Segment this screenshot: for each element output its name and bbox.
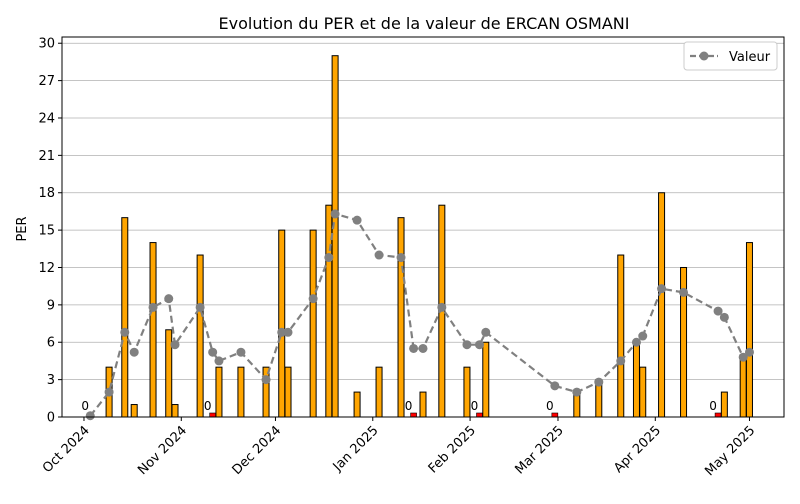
series-point <box>374 250 384 260</box>
series-point <box>170 340 180 350</box>
bar <box>196 254 204 418</box>
series-point <box>481 327 491 337</box>
legend-box <box>683 41 778 71</box>
bar <box>745 242 753 418</box>
series-point <box>738 352 748 362</box>
y-tick-label: 3 <box>47 373 55 388</box>
y-axis-label: PER <box>15 216 30 241</box>
y-tick-label: 30 <box>38 37 55 52</box>
bar <box>278 229 286 418</box>
bar <box>149 242 157 418</box>
bar <box>720 391 728 418</box>
series-line <box>89 212 751 417</box>
line-layer <box>85 209 754 421</box>
bar-zero-label: 0 <box>709 399 717 413</box>
plot-frame <box>61 36 785 418</box>
legend-marker <box>699 51 709 61</box>
bar <box>632 341 640 418</box>
y-tick-label: 12 <box>38 261 55 276</box>
bar <box>331 55 339 418</box>
series-point <box>261 375 271 385</box>
bar-zero <box>476 412 483 418</box>
y-tick-label: 24 <box>38 111 55 126</box>
series-point <box>120 327 130 337</box>
y-tick-label: 15 <box>38 224 55 239</box>
y-tick-label: 9 <box>47 298 55 313</box>
series-point <box>437 302 447 312</box>
series-point <box>418 343 428 353</box>
series-point <box>616 356 626 366</box>
series-point <box>713 306 723 316</box>
series-point <box>657 284 667 294</box>
series-point <box>352 215 362 225</box>
bar-zero-label: 0 <box>471 399 479 413</box>
y-tick-label: 18 <box>38 186 55 201</box>
series-point <box>550 381 560 391</box>
series-point <box>164 294 174 304</box>
bar <box>375 366 383 418</box>
bar-zero-label: 0 <box>81 399 89 413</box>
series-point <box>85 411 95 421</box>
series-point <box>208 347 218 357</box>
bar <box>353 391 361 418</box>
legend-label-valeur: Valeur <box>729 50 771 65</box>
bar <box>482 341 490 418</box>
series-point <box>129 347 139 357</box>
series-point <box>214 356 224 366</box>
bar <box>130 404 138 418</box>
series-point <box>396 253 406 263</box>
series-point <box>572 387 582 397</box>
bar-zero <box>551 412 559 418</box>
series-point <box>277 327 287 337</box>
bar <box>215 366 223 418</box>
y-tick-label: 27 <box>38 74 55 89</box>
bar <box>262 366 270 418</box>
bar-zero <box>209 412 216 418</box>
bar <box>165 329 173 418</box>
series-point <box>744 347 754 357</box>
series-point <box>719 312 729 322</box>
bar-zero-label: 0 <box>546 399 554 413</box>
bar <box>237 366 245 418</box>
grid-layer <box>62 42 784 418</box>
series-point <box>283 327 293 337</box>
series-point <box>308 294 318 304</box>
y-tick-label: 21 <box>38 149 55 164</box>
bar <box>419 391 427 418</box>
bar <box>617 254 625 418</box>
bar <box>171 404 179 418</box>
legend: Valeur <box>683 41 778 71</box>
series-point <box>638 331 648 341</box>
series-point <box>679 287 689 297</box>
bar <box>639 366 647 418</box>
bar <box>397 217 405 418</box>
y-tick-label: 6 <box>47 336 55 351</box>
series-point <box>104 387 114 397</box>
bar-zero <box>714 412 722 418</box>
bar-zero <box>410 412 417 418</box>
y-tick-label: 0 <box>47 411 55 426</box>
bar-zero-label: 0 <box>405 399 413 413</box>
bar <box>658 192 666 418</box>
series-point <box>148 302 158 312</box>
series-point <box>236 347 246 357</box>
series-point <box>462 340 472 350</box>
series-point <box>409 343 419 353</box>
bar <box>739 354 747 418</box>
series-point <box>631 337 641 347</box>
bar <box>121 217 129 418</box>
series-point <box>330 209 340 219</box>
bar <box>463 366 471 418</box>
series-point <box>594 377 604 387</box>
bar <box>309 229 317 418</box>
chart-title: Evolution du PER et de la valeur de ERCA… <box>219 14 630 33</box>
bar <box>284 366 292 418</box>
series-point <box>195 302 205 312</box>
series-point <box>475 340 485 350</box>
bar-zero-label: 0 <box>204 399 212 413</box>
series-point <box>324 253 334 263</box>
bar-layer: 0 0 0 0 0 0 <box>81 55 753 418</box>
